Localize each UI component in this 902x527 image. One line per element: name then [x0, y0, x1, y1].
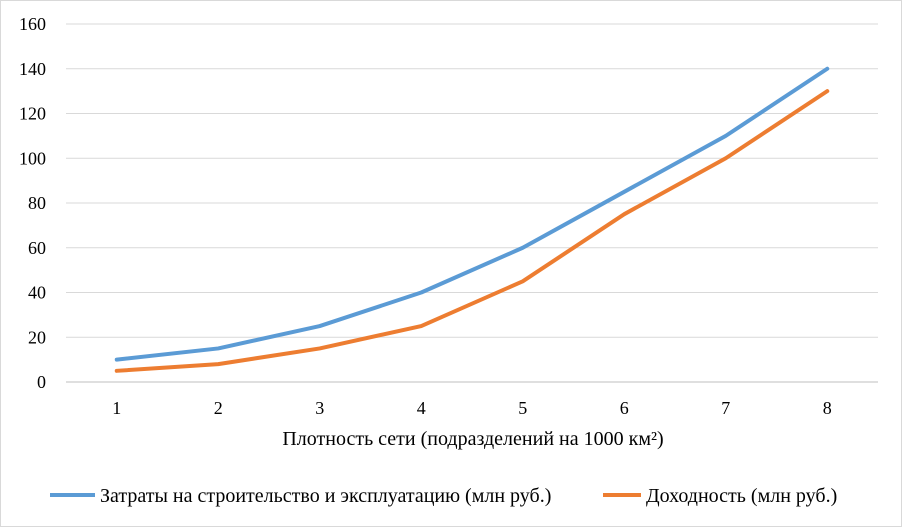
legend-label-costs: Затраты на строительство и эксплуатацию … [100, 485, 551, 507]
x-tick-label: 6 [620, 398, 629, 418]
legend-label-revenue: Доходность (млн руб.) [646, 485, 837, 507]
x-tick-label: 3 [315, 398, 324, 418]
x-tick-label: 7 [721, 398, 730, 418]
y-tick-label: 100 [19, 148, 46, 168]
x-tick-label: 4 [417, 398, 426, 418]
x-tick-label: 2 [214, 398, 223, 418]
x-tick-label: 1 [112, 398, 121, 418]
y-tick-label: 80 [28, 193, 46, 213]
y-tick-label: 120 [19, 104, 46, 124]
y-axis-tick-labels: 0 20 40 60 80 100 120 140 160 [19, 14, 46, 392]
x-axis-title: Плотность сети (подразделений на 1000 км… [282, 428, 663, 450]
y-tick-label: 160 [19, 14, 46, 34]
gridlines [66, 23, 878, 383]
y-tick-label: 20 [28, 327, 46, 347]
y-tick-label: 140 [19, 59, 46, 79]
y-tick-label: 40 [28, 283, 46, 303]
series-line-costs [114, 66, 830, 362]
x-axis-tick-labels: 1 2 3 4 5 6 7 8 [112, 398, 832, 418]
x-tick-label: 8 [823, 398, 832, 418]
legend: Затраты на строительство и эксплуатацию … [50, 485, 837, 507]
y-tick-label: 0 [37, 372, 46, 392]
x-tick-label: 5 [518, 398, 527, 418]
y-tick-label: 60 [28, 238, 46, 258]
series-lines [114, 66, 830, 373]
series-line-revenue [114, 89, 830, 373]
